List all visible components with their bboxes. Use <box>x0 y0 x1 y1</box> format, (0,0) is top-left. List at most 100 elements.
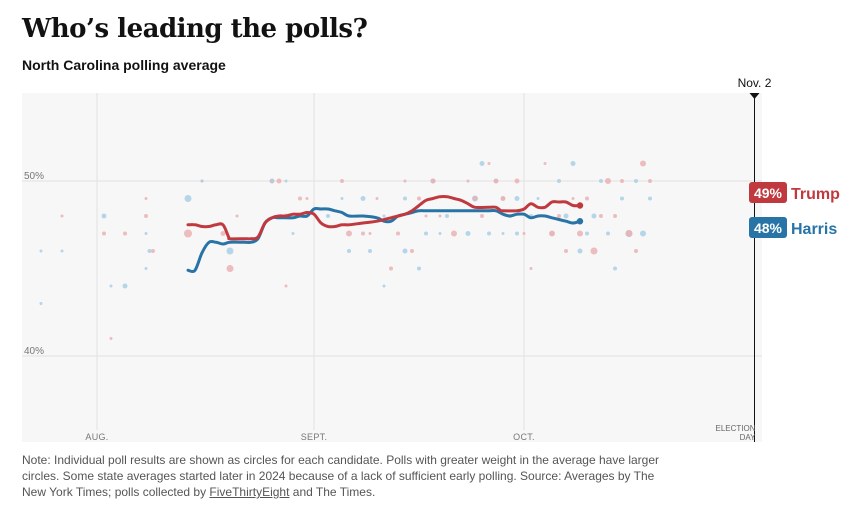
y-tick-label: 50% <box>24 171 44 182</box>
harris-poll-dot <box>536 197 540 200</box>
chart-title: Who’s leading the polls? <box>22 14 368 44</box>
trump-pct-badge <box>749 182 787 203</box>
trump-poll-dot <box>605 178 611 184</box>
chart-subtitle: North Carolina polling average <box>22 57 226 73</box>
trump-poll-dot <box>438 214 442 218</box>
harris-poll-dot <box>326 214 330 218</box>
trump-poll-dot <box>276 178 282 184</box>
trump-poll-dot <box>571 197 575 200</box>
harris-poll-dot <box>368 249 372 253</box>
harris-poll-dot <box>270 179 274 183</box>
harris-poll-dot <box>101 213 107 219</box>
trump-poll-dot <box>305 197 309 200</box>
trump-poll-dot <box>549 230 555 237</box>
trump-poll-dot <box>480 214 484 218</box>
chart-note: Note: Individual poll results are shown … <box>22 452 662 500</box>
harris-poll-dot <box>424 231 428 236</box>
trump-poll-dot <box>640 160 646 167</box>
harris-poll-dot <box>360 196 366 201</box>
trump-poll-dot <box>493 178 499 184</box>
harris-poll-dot <box>640 230 646 237</box>
harris-poll-dot <box>147 249 152 253</box>
harris-poll-dot <box>347 249 351 253</box>
harris-poll-dot <box>109 284 113 288</box>
harris-endpoint <box>576 218 584 225</box>
election-day-caption: DAY <box>740 433 757 442</box>
trump-poll-dot <box>564 249 568 253</box>
harris-poll-dot <box>403 196 407 201</box>
harris-poll-dot <box>402 248 408 254</box>
trump-poll-dot <box>543 162 547 165</box>
trump-poll-dot <box>226 265 234 272</box>
trump-poll-dot <box>396 231 400 236</box>
trump-poll-dot <box>585 196 589 201</box>
trump-endpoint <box>576 202 584 209</box>
trump-poll-dot <box>123 231 127 236</box>
harris-poll-dot <box>284 179 288 183</box>
election-date-label: Nov. 2 <box>738 76 772 90</box>
trump-poll-dot <box>417 196 421 201</box>
trump-poll-dot <box>60 214 64 218</box>
harris-poll-dot <box>465 231 471 236</box>
x-tick-label: SEPT. <box>301 432 328 442</box>
trump-poll-dot <box>522 232 526 235</box>
trump-poll-dot <box>151 249 155 253</box>
election-day-caption: ELECTION <box>715 424 755 433</box>
trump-poll-dot <box>284 284 288 288</box>
trump-poll-dot <box>472 196 478 201</box>
trump-poll-dot <box>184 229 192 238</box>
trump-poll-dot <box>577 230 583 237</box>
grid-lines: 50% 40% AUG. SEPT. OCT. <box>22 93 762 442</box>
trump-poll-dot <box>599 214 603 218</box>
harris-poll-dot <box>417 266 421 271</box>
candidate-labels: 49% Trump 48% Harris <box>749 182 840 238</box>
harris-poll-dot <box>445 214 449 218</box>
trump-poll-dot <box>361 231 365 236</box>
harris-pct-badge <box>749 217 787 238</box>
average-lines <box>186 195 584 274</box>
harris-poll-dot <box>501 232 505 235</box>
harris-poll-dot <box>382 214 386 218</box>
harris-poll-dot <box>226 247 234 255</box>
trump-poll-dot <box>235 214 239 218</box>
trump-poll-dot <box>220 231 226 236</box>
trump-poll-dot <box>102 231 106 236</box>
trump-poll-dot <box>625 230 633 237</box>
fivethirtyeight-link[interactable]: FiveThirtyEight <box>209 485 290 499</box>
trump-poll-dot <box>368 232 372 235</box>
trump-poll-dot <box>529 267 533 270</box>
harris-poll-dot <box>438 232 442 235</box>
trump-poll-dot <box>500 196 506 201</box>
harris-poll-dot <box>591 213 597 219</box>
trump-poll-dot <box>634 249 638 253</box>
trump-poll-dot <box>648 179 652 183</box>
harris-poll-dot <box>585 231 589 236</box>
trump-poll-dot <box>424 214 428 218</box>
trump-poll-dot <box>375 197 379 200</box>
trump-poll-dot <box>109 337 113 340</box>
note-text-end: and The Times. <box>289 485 376 499</box>
trump-poll-dot <box>340 179 344 183</box>
harris-poll-dot <box>184 195 192 202</box>
x-tick-label: OCT. <box>513 432 535 442</box>
trump-poll-dot <box>430 178 436 184</box>
harris-poll-dot <box>620 196 624 201</box>
election-day-triangle <box>749 93 760 99</box>
harris-poll-dot <box>557 179 561 183</box>
harris-poll-dot <box>479 161 485 166</box>
harris-poll-dot <box>200 179 204 183</box>
harris-poll-dot <box>606 231 610 236</box>
harris-poll-dot <box>144 267 148 270</box>
harris-poll-dot <box>648 196 652 201</box>
harris-poll-dot <box>39 249 43 253</box>
trump-poll-dot <box>403 179 407 183</box>
harris-poll-dot <box>382 284 386 288</box>
harris-poll-dot <box>291 232 295 235</box>
harris-poll-dot <box>570 161 576 166</box>
harris-poll-dot <box>39 302 43 305</box>
trump-poll-dot <box>451 230 457 237</box>
harris-poll-dot <box>122 283 128 289</box>
harris-poll-dot <box>634 179 638 183</box>
trump-poll-dot <box>346 230 352 237</box>
